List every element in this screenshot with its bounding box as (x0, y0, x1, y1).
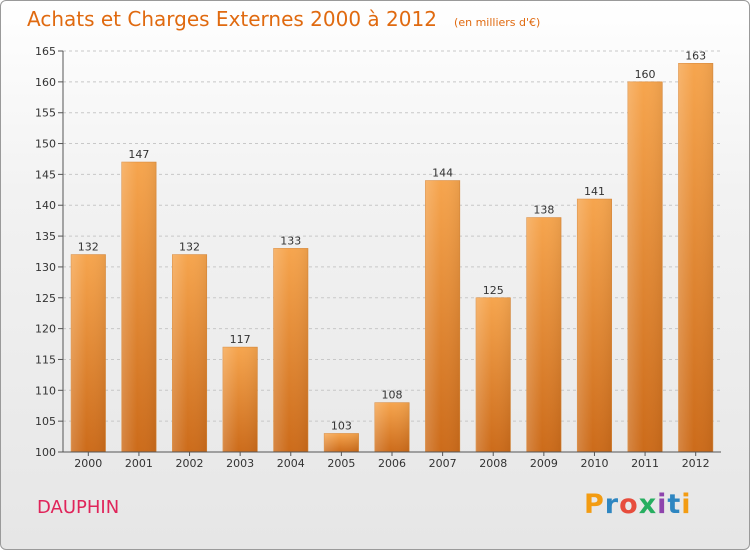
x-tick-label: 2009 (530, 457, 558, 470)
x-tick-label: 2011 (631, 457, 659, 470)
chart-unit: (en milliers d'€) (454, 16, 541, 29)
bar-sheen (273, 248, 308, 452)
value-label: 163 (685, 49, 706, 62)
bar-sheen (476, 297, 511, 452)
x-tick-label: 2000 (74, 457, 102, 470)
logo-letter: r (604, 489, 620, 520)
y-tick-label: 160 (35, 76, 56, 89)
value-label: 138 (533, 204, 554, 217)
x-tick-label: 2012 (682, 457, 710, 470)
axis-layer: 1001051101151201251301351401451501551601… (35, 45, 721, 470)
x-tick-label: 2003 (226, 457, 254, 470)
value-label: 133 (280, 234, 301, 247)
bars-layer: 132 147 132 117 133 103 108 144 125 138 141 160 163 (70, 49, 714, 453)
x-tick-label: 2002 (176, 457, 204, 470)
bar-sheen (678, 63, 713, 452)
bar-sheen (627, 81, 663, 452)
x-tick-label: 2007 (429, 457, 457, 470)
bar-sheen (172, 254, 207, 452)
value-label: 141 (584, 185, 605, 198)
x-tick-label: 2006 (378, 457, 406, 470)
proxiti-logo[interactable]: Proxiti (584, 489, 692, 520)
x-tick-label: 2008 (479, 457, 507, 470)
bar-sheen (374, 402, 410, 452)
bar-sheen (222, 347, 258, 452)
y-tick-label: 125 (35, 292, 56, 305)
logo-letter: x (638, 489, 658, 520)
x-tick-label: 2005 (327, 457, 355, 470)
y-tick-label: 130 (35, 261, 56, 274)
bar-sheen (526, 217, 562, 452)
bar-sheen (324, 433, 359, 452)
value-label: 132 (179, 241, 200, 254)
bar-sheen (577, 199, 612, 452)
logo-letter: i (657, 489, 668, 520)
y-tick-label: 150 (35, 138, 56, 151)
value-label: 160 (635, 68, 656, 81)
value-label: 103 (331, 419, 352, 432)
logo-letter: i (681, 489, 692, 520)
logo-letter: o (619, 489, 639, 520)
y-tick-label: 115 (35, 353, 56, 366)
y-tick-label: 155 (35, 107, 56, 120)
bar-sheen (425, 180, 460, 453)
bar-sheen (121, 162, 157, 453)
title-block: Achats et Charges Externes 2000 à 2012 (… (27, 7, 540, 31)
value-label: 108 (382, 389, 403, 402)
x-tick-label: 2004 (277, 457, 305, 470)
bar-sheen (71, 254, 106, 452)
value-label: 147 (128, 148, 149, 161)
chart-title: Achats et Charges Externes 2000 à 2012 (27, 7, 437, 31)
y-tick-label: 165 (35, 45, 56, 58)
x-tick-label: 2001 (125, 457, 153, 470)
y-tick-label: 120 (35, 323, 56, 336)
y-tick-label: 105 (35, 415, 56, 428)
value-label: 117 (230, 333, 251, 346)
value-label: 125 (483, 284, 504, 297)
y-tick-label: 145 (35, 168, 56, 181)
place-name: DAUPHIN (37, 497, 120, 518)
value-label: 132 (78, 241, 99, 254)
value-label: 144 (432, 167, 453, 180)
x-tick-label: 2010 (580, 457, 608, 470)
y-tick-label: 100 (35, 446, 56, 459)
logo-letter: t (667, 489, 682, 520)
y-tick-label: 135 (35, 230, 56, 243)
logo-letter: P (584, 489, 605, 520)
y-tick-label: 140 (35, 199, 56, 212)
y-tick-label: 110 (35, 384, 56, 397)
